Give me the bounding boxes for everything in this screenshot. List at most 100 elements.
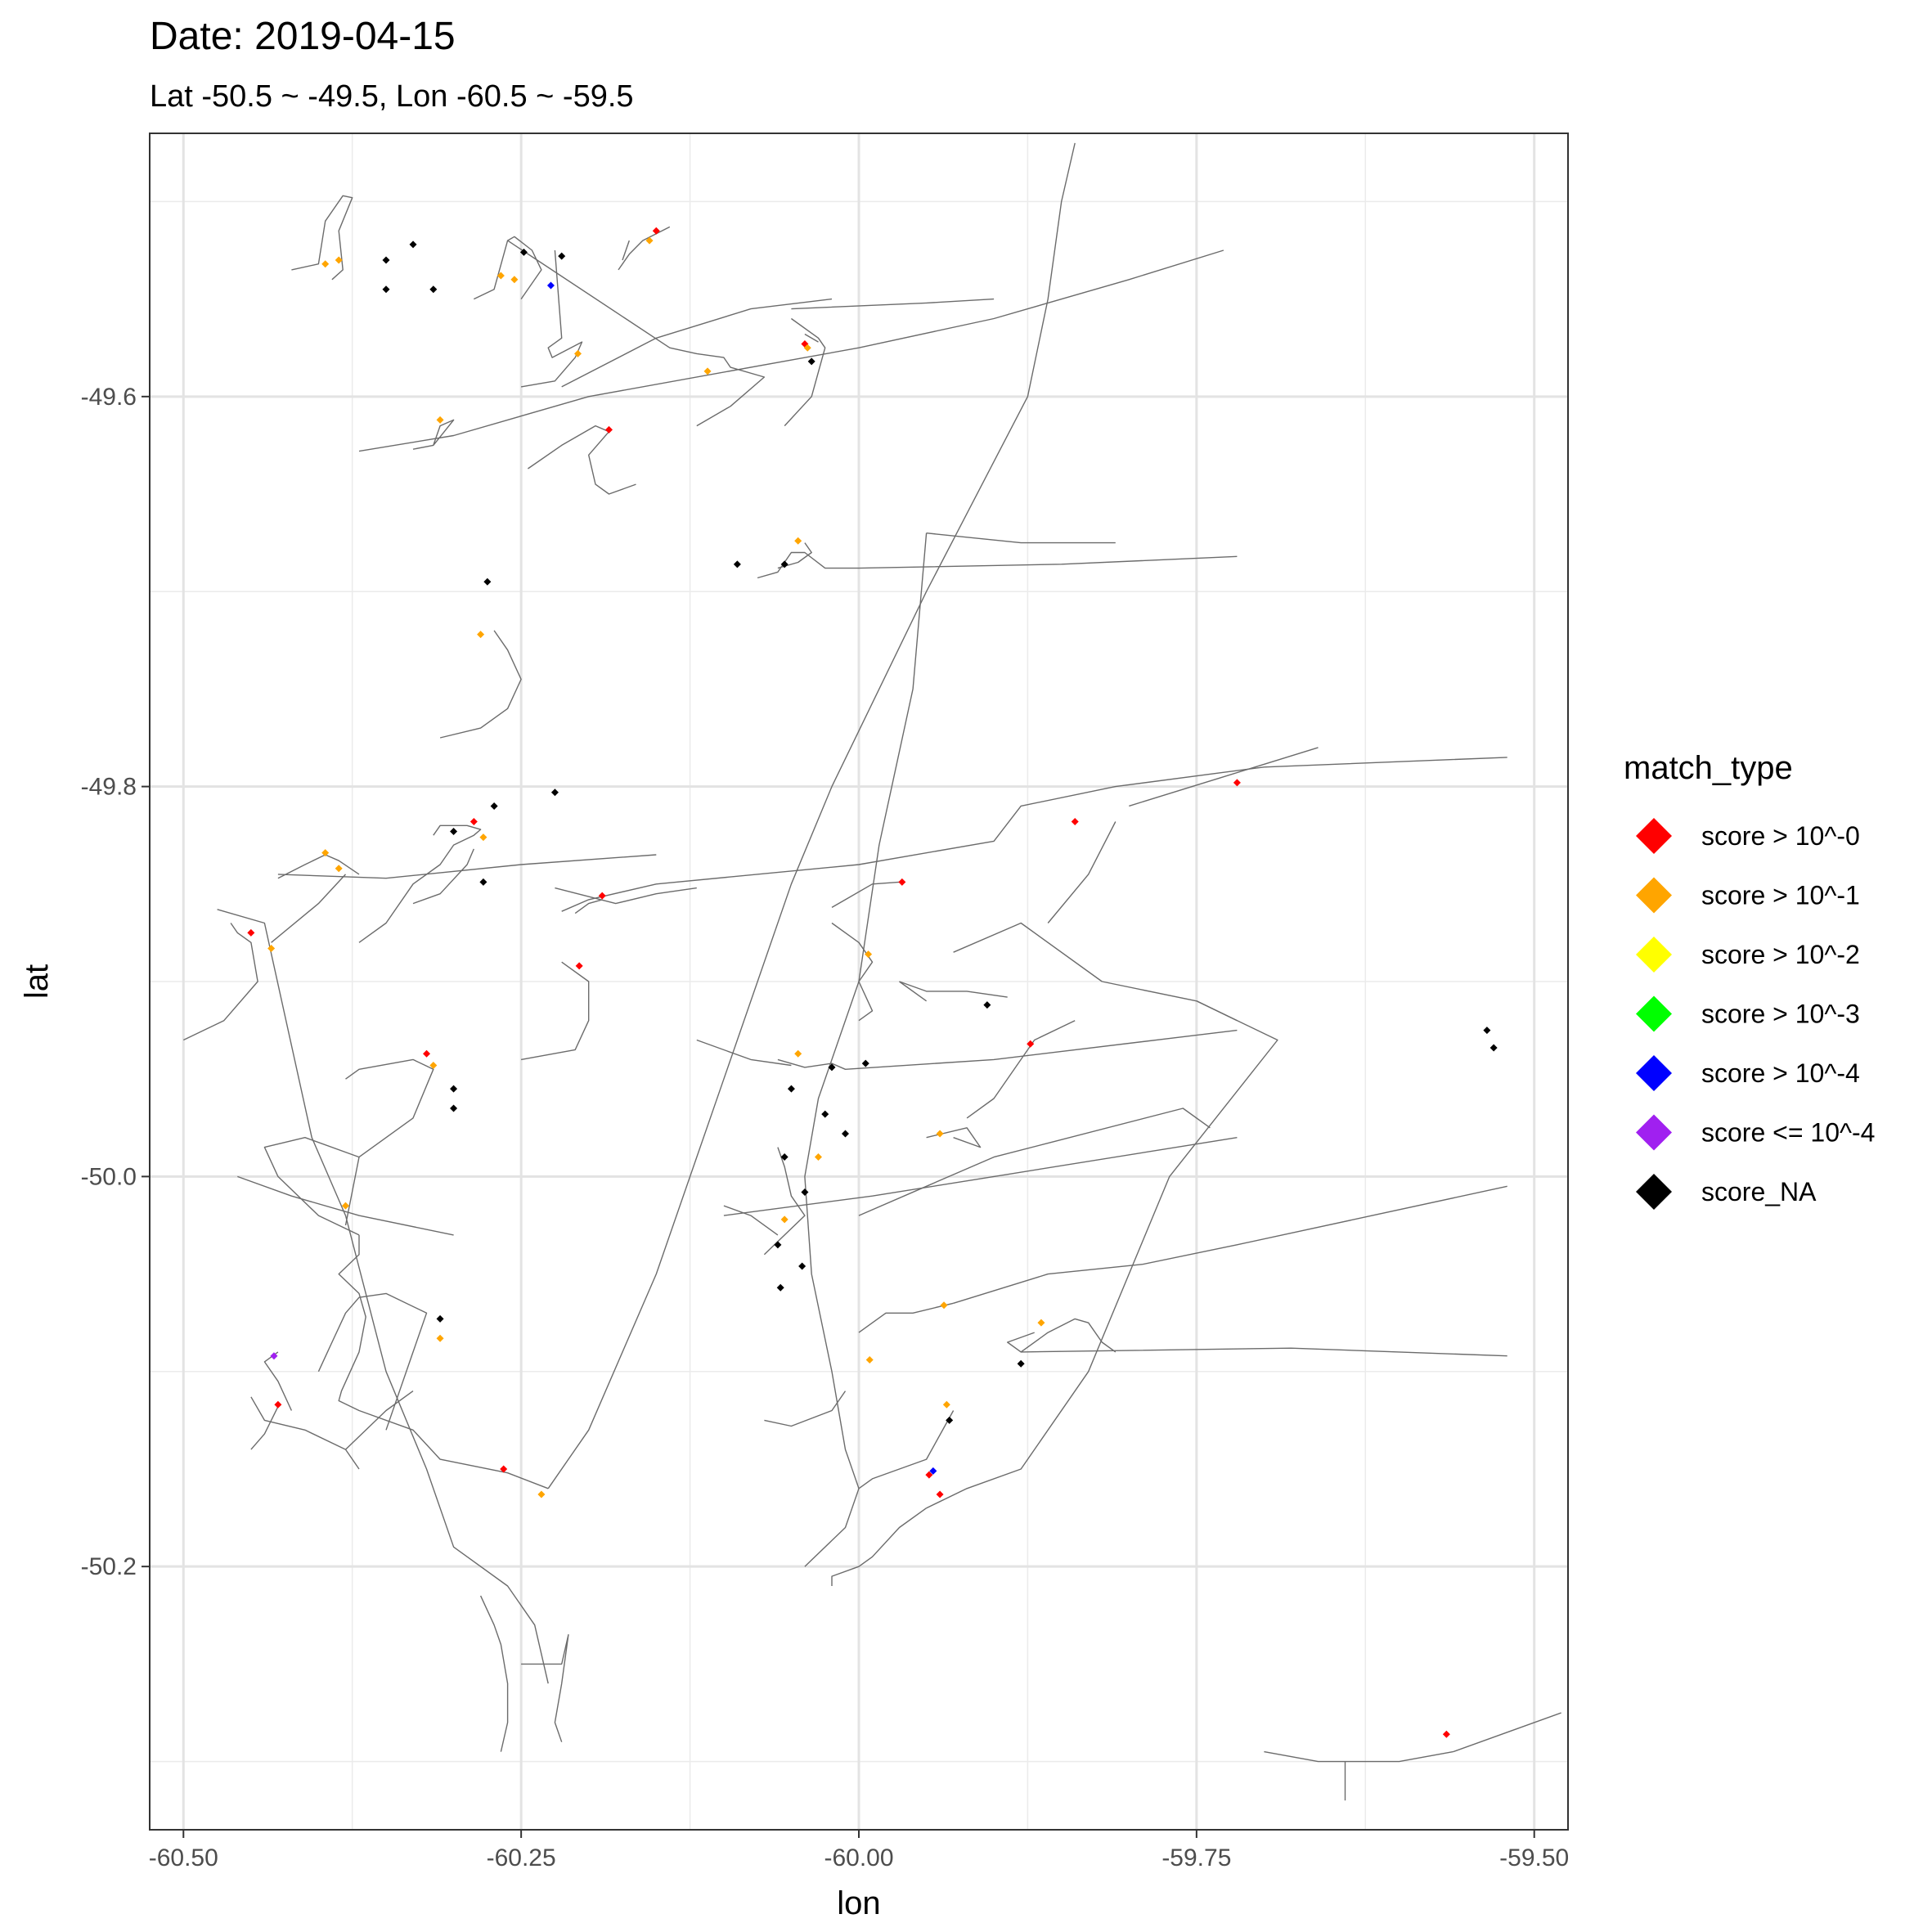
data-point bbox=[382, 285, 390, 294]
track-line bbox=[561, 298, 833, 388]
track-line bbox=[263, 1136, 360, 1236]
data-point bbox=[898, 878, 906, 886]
track-line bbox=[784, 317, 826, 427]
track-line bbox=[899, 981, 1008, 998]
track-line bbox=[926, 532, 1116, 544]
legend-key bbox=[1636, 995, 1672, 1032]
data-point bbox=[490, 802, 498, 810]
data-point bbox=[774, 1241, 782, 1249]
track-line bbox=[1047, 821, 1117, 923]
y-tick-label: -50.0 bbox=[81, 1163, 137, 1190]
data-point bbox=[865, 950, 873, 959]
data-point bbox=[321, 849, 330, 857]
data-point bbox=[247, 928, 255, 937]
data-point bbox=[450, 1085, 458, 1093]
data-point bbox=[574, 349, 582, 357]
data-point bbox=[510, 276, 519, 284]
data-point bbox=[794, 537, 802, 545]
track-line bbox=[521, 1633, 569, 1742]
data-point bbox=[807, 357, 815, 366]
track-line bbox=[574, 899, 603, 914]
track-line bbox=[791, 298, 995, 310]
data-point bbox=[936, 1490, 944, 1498]
data-point bbox=[429, 285, 438, 294]
data-point bbox=[940, 1301, 948, 1310]
data-point bbox=[801, 1188, 809, 1196]
data-point bbox=[409, 240, 417, 249]
data-point bbox=[1442, 1730, 1450, 1738]
track-line bbox=[831, 881, 900, 909]
data-point bbox=[861, 1059, 869, 1067]
legend-key bbox=[1636, 937, 1672, 973]
data-point bbox=[1483, 1027, 1491, 1035]
data-point bbox=[604, 425, 613, 434]
legend-key bbox=[1636, 818, 1672, 854]
track-line bbox=[473, 236, 542, 300]
track-line bbox=[250, 1406, 279, 1450]
legend-label: score > 10^-3 bbox=[1701, 1000, 1860, 1029]
data-point bbox=[1037, 1319, 1045, 1327]
data-point bbox=[821, 1110, 829, 1118]
data-point bbox=[942, 1400, 950, 1409]
x-tick-label: -59.75 bbox=[1161, 1844, 1231, 1871]
data-point bbox=[267, 944, 276, 952]
track-line bbox=[412, 419, 455, 450]
data-point bbox=[423, 1049, 431, 1058]
track-line bbox=[1021, 1347, 1507, 1357]
data-point bbox=[436, 1314, 444, 1323]
data-point bbox=[335, 865, 343, 873]
data-point bbox=[550, 789, 559, 797]
track-line bbox=[777, 542, 812, 569]
track-line bbox=[858, 1108, 1211, 1216]
track-line bbox=[899, 981, 928, 1002]
data-point bbox=[865, 1355, 874, 1364]
data-point bbox=[537, 1490, 546, 1498]
data-point bbox=[477, 631, 485, 639]
data-point bbox=[429, 1062, 438, 1070]
legend-label: score > 10^-1 bbox=[1701, 881, 1860, 910]
legend-key bbox=[1636, 1114, 1672, 1151]
x-tick-label: -60.25 bbox=[487, 1844, 556, 1871]
data-point bbox=[936, 1130, 944, 1138]
legend-key bbox=[1636, 877, 1672, 914]
data-point bbox=[780, 1153, 789, 1161]
track-line bbox=[1264, 1750, 1453, 1763]
track-line bbox=[831, 1507, 928, 1586]
data-point bbox=[335, 256, 343, 264]
data-point bbox=[558, 252, 566, 260]
data-point bbox=[598, 892, 606, 900]
track-line bbox=[858, 1302, 954, 1333]
legend-label: score_NA bbox=[1701, 1177, 1817, 1206]
track-line bbox=[622, 240, 630, 261]
data-point bbox=[479, 833, 487, 842]
legend-title: match_type bbox=[1624, 750, 1793, 786]
x-axis-title: lon bbox=[837, 1885, 880, 1921]
data-point bbox=[946, 1416, 954, 1424]
data-point bbox=[436, 1334, 444, 1342]
x-tick-label: -59.50 bbox=[1499, 1844, 1569, 1871]
track-line bbox=[723, 1137, 1238, 1216]
x-axis: -60.50 -60.25 -60.00 -59.75 -59.50 bbox=[149, 1830, 1569, 1871]
track-line bbox=[520, 249, 583, 388]
data-point bbox=[450, 827, 458, 835]
chart-subtitle: Lat -50.5 ~ -49.5, Lon -60.5 ~ -59.5 bbox=[150, 79, 634, 114]
data-point bbox=[794, 1049, 802, 1058]
data-point bbox=[787, 1085, 795, 1093]
data-point bbox=[652, 227, 660, 235]
track-line bbox=[479, 1595, 509, 1752]
data-point bbox=[321, 260, 330, 268]
track-line bbox=[271, 874, 347, 943]
track-line bbox=[953, 1185, 1507, 1304]
data-point bbox=[780, 560, 789, 568]
x-tick-label: -60.50 bbox=[149, 1844, 218, 1871]
track-line bbox=[723, 1205, 779, 1236]
track-line bbox=[547, 142, 1076, 1489]
track-line bbox=[237, 1175, 454, 1236]
track-line bbox=[291, 195, 353, 281]
track-line bbox=[764, 1391, 847, 1427]
track-line bbox=[317, 1292, 428, 1431]
data-point bbox=[983, 1001, 991, 1009]
track-line bbox=[507, 240, 766, 427]
